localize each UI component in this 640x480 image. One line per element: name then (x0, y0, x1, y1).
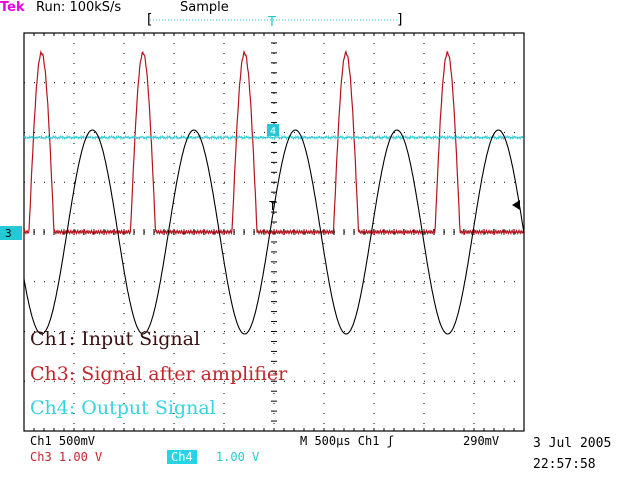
timebase-readout: M 500µs Ch1 ʃ (300, 434, 394, 448)
date-readout: 3 Jul 2005 (533, 436, 612, 451)
ch4-value: 1.00 V (215, 450, 260, 464)
trigger-position-marker: T (267, 15, 276, 30)
ch1-scale: Ch1 500mV (30, 434, 96, 448)
ch4-marker-box (267, 124, 279, 136)
trigger-level-marker: T (269, 199, 276, 213)
ch3-trace (23, 49, 525, 236)
acquisition-mode: Sample (180, 0, 229, 15)
trigger-value: 290mV (463, 434, 500, 448)
legend-ch4: Ch4: Output Signal (30, 397, 216, 419)
time-readout: 22:57:58 (533, 457, 596, 472)
legend-ch3: Ch3: Signal after amplifier (30, 363, 288, 385)
ch13-ground-marker: 3 (5, 227, 12, 240)
legend-ch1: Ch1: Input Signal (30, 328, 201, 350)
ch1-trace (23, 129, 525, 335)
ch4-label: Ch4 (167, 450, 197, 464)
acquisition-rate: Run: 100kS/s (36, 0, 122, 15)
ch4-ground-marker: 4 (270, 126, 276, 137)
ch4-trace (23, 134, 525, 141)
record-bracket-left: [ (145, 12, 154, 28)
record-bracket-right: ] (396, 12, 405, 28)
ch13-marker-box (0, 226, 22, 240)
ch4-scale: Ch4 1.00 V (167, 450, 259, 464)
header-bar: Tek Run: 100kS/s Sample (0, 0, 640, 18)
trigger-level-arrow (512, 200, 520, 210)
ch3-scale: Ch3 1.00 V (30, 450, 103, 464)
brand-logo: Tek (0, 0, 25, 15)
